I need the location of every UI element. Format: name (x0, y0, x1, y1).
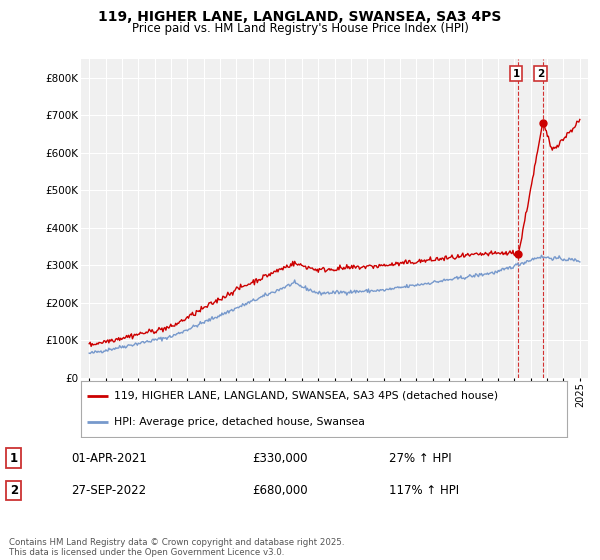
Text: £680,000: £680,000 (253, 484, 308, 497)
Text: £330,000: £330,000 (253, 452, 308, 465)
Text: Price paid vs. HM Land Registry's House Price Index (HPI): Price paid vs. HM Land Registry's House … (131, 22, 469, 35)
Text: 27-SEP-2022: 27-SEP-2022 (71, 484, 146, 497)
Text: 01-APR-2021: 01-APR-2021 (71, 452, 147, 465)
Text: 117% ↑ HPI: 117% ↑ HPI (389, 484, 459, 497)
Text: 119, HIGHER LANE, LANGLAND, SWANSEA, SA3 4PS: 119, HIGHER LANE, LANGLAND, SWANSEA, SA3… (98, 10, 502, 24)
Text: 2: 2 (10, 484, 18, 497)
Text: HPI: Average price, detached house, Swansea: HPI: Average price, detached house, Swan… (114, 417, 365, 427)
Text: 1: 1 (10, 452, 18, 465)
Text: 2: 2 (537, 69, 544, 79)
Text: 119, HIGHER LANE, LANGLAND, SWANSEA, SA3 4PS (detached house): 119, HIGHER LANE, LANGLAND, SWANSEA, SA3… (114, 391, 498, 401)
Text: 1: 1 (512, 69, 520, 79)
Text: 27% ↑ HPI: 27% ↑ HPI (389, 452, 452, 465)
Text: Contains HM Land Registry data © Crown copyright and database right 2025.
This d: Contains HM Land Registry data © Crown c… (9, 538, 344, 557)
